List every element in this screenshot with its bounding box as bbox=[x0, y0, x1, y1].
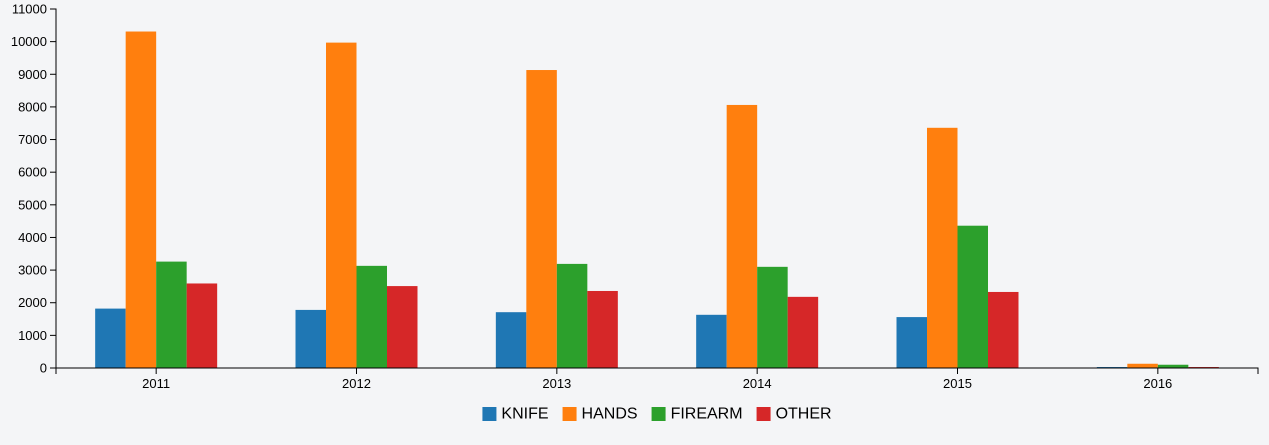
bar-hands-2016 bbox=[1127, 363, 1158, 368]
bar-other-2014 bbox=[787, 296, 819, 368]
legend-swatch bbox=[482, 407, 497, 421]
legend-swatch bbox=[651, 407, 666, 421]
bar-firearm-2013 bbox=[556, 263, 588, 368]
x-axis: 2011 2012 2013 2014 2015 2016 bbox=[55, 367, 1259, 391]
bar-knife-2012 bbox=[295, 309, 326, 368]
bar-other-2012 bbox=[387, 286, 418, 368]
bar-hands-2012 bbox=[326, 42, 357, 369]
legend-label: FIREARM bbox=[671, 406, 743, 423]
x-tick-label: 2012 bbox=[342, 376, 371, 391]
bar-knife-2011 bbox=[95, 308, 126, 368]
y-tick-label: 11000 bbox=[12, 2, 47, 17]
legend-item-knife: KNIFE bbox=[482, 406, 549, 423]
bar-other-2011 bbox=[186, 283, 218, 368]
y-tick-label: 0 bbox=[40, 361, 47, 376]
x-tick-label: 2011 bbox=[142, 376, 170, 391]
legend-item-firearm: FIREARM bbox=[651, 406, 743, 423]
legend-item-other: OTHER bbox=[756, 406, 832, 423]
bar-hands-2014 bbox=[726, 104, 758, 368]
bar-knife-2015 bbox=[896, 317, 927, 368]
y-tick-label: 3000 bbox=[18, 263, 47, 278]
x-tick-label: 2015 bbox=[943, 376, 972, 391]
bar-hands-2015 bbox=[927, 127, 958, 369]
bar-firearm-2016 bbox=[1157, 364, 1189, 368]
y-axis: 0 1000 2000 3000 4000 5000 6000 7000 8000 9000 100… bbox=[11, 2, 57, 376]
x-tick-label: 2013 bbox=[542, 376, 571, 391]
y-tick-label: 10000 bbox=[11, 34, 47, 49]
y-tick-label: 5000 bbox=[18, 197, 47, 212]
bar-firearm-2012 bbox=[356, 265, 387, 368]
y-axis-line bbox=[50, 8, 57, 369]
bar-hands-2013 bbox=[526, 70, 557, 368]
legend-label: OTHER bbox=[776, 406, 832, 423]
bar-other-2015 bbox=[988, 291, 1019, 368]
x-tick-label: 2014 bbox=[743, 376, 772, 391]
legend-item-hands: HANDS bbox=[562, 406, 638, 423]
legend-label: HANDS bbox=[582, 406, 638, 423]
bar-knife-2014 bbox=[696, 314, 727, 368]
y-tick-label: 2000 bbox=[18, 295, 47, 310]
bar-firearm-2014 bbox=[757, 266, 788, 368]
legend: KNIFE HANDS FIREARM OTHER bbox=[482, 406, 832, 423]
bars-layer bbox=[95, 31, 1219, 369]
legend-swatch bbox=[562, 407, 577, 421]
y-tick-label: 1000 bbox=[18, 328, 47, 343]
y-tick-label: 7000 bbox=[18, 132, 47, 147]
bar-other-2013 bbox=[587, 290, 618, 368]
y-tick-label: 8000 bbox=[18, 99, 47, 114]
bar-hands-2011 bbox=[125, 31, 157, 368]
bar-firearm-2011 bbox=[156, 261, 187, 368]
y-tick-label: 6000 bbox=[18, 165, 47, 180]
bar-firearm-2015 bbox=[957, 225, 988, 368]
y-tick-label: 4000 bbox=[18, 230, 47, 245]
x-tick-label: 2016 bbox=[1143, 376, 1172, 391]
bar-knife-2013 bbox=[495, 312, 527, 368]
legend-swatch bbox=[756, 407, 771, 421]
y-tick-label: 9000 bbox=[18, 67, 47, 82]
x-axis-line bbox=[55, 367, 1259, 374]
legend-label: KNIFE bbox=[501, 406, 548, 423]
